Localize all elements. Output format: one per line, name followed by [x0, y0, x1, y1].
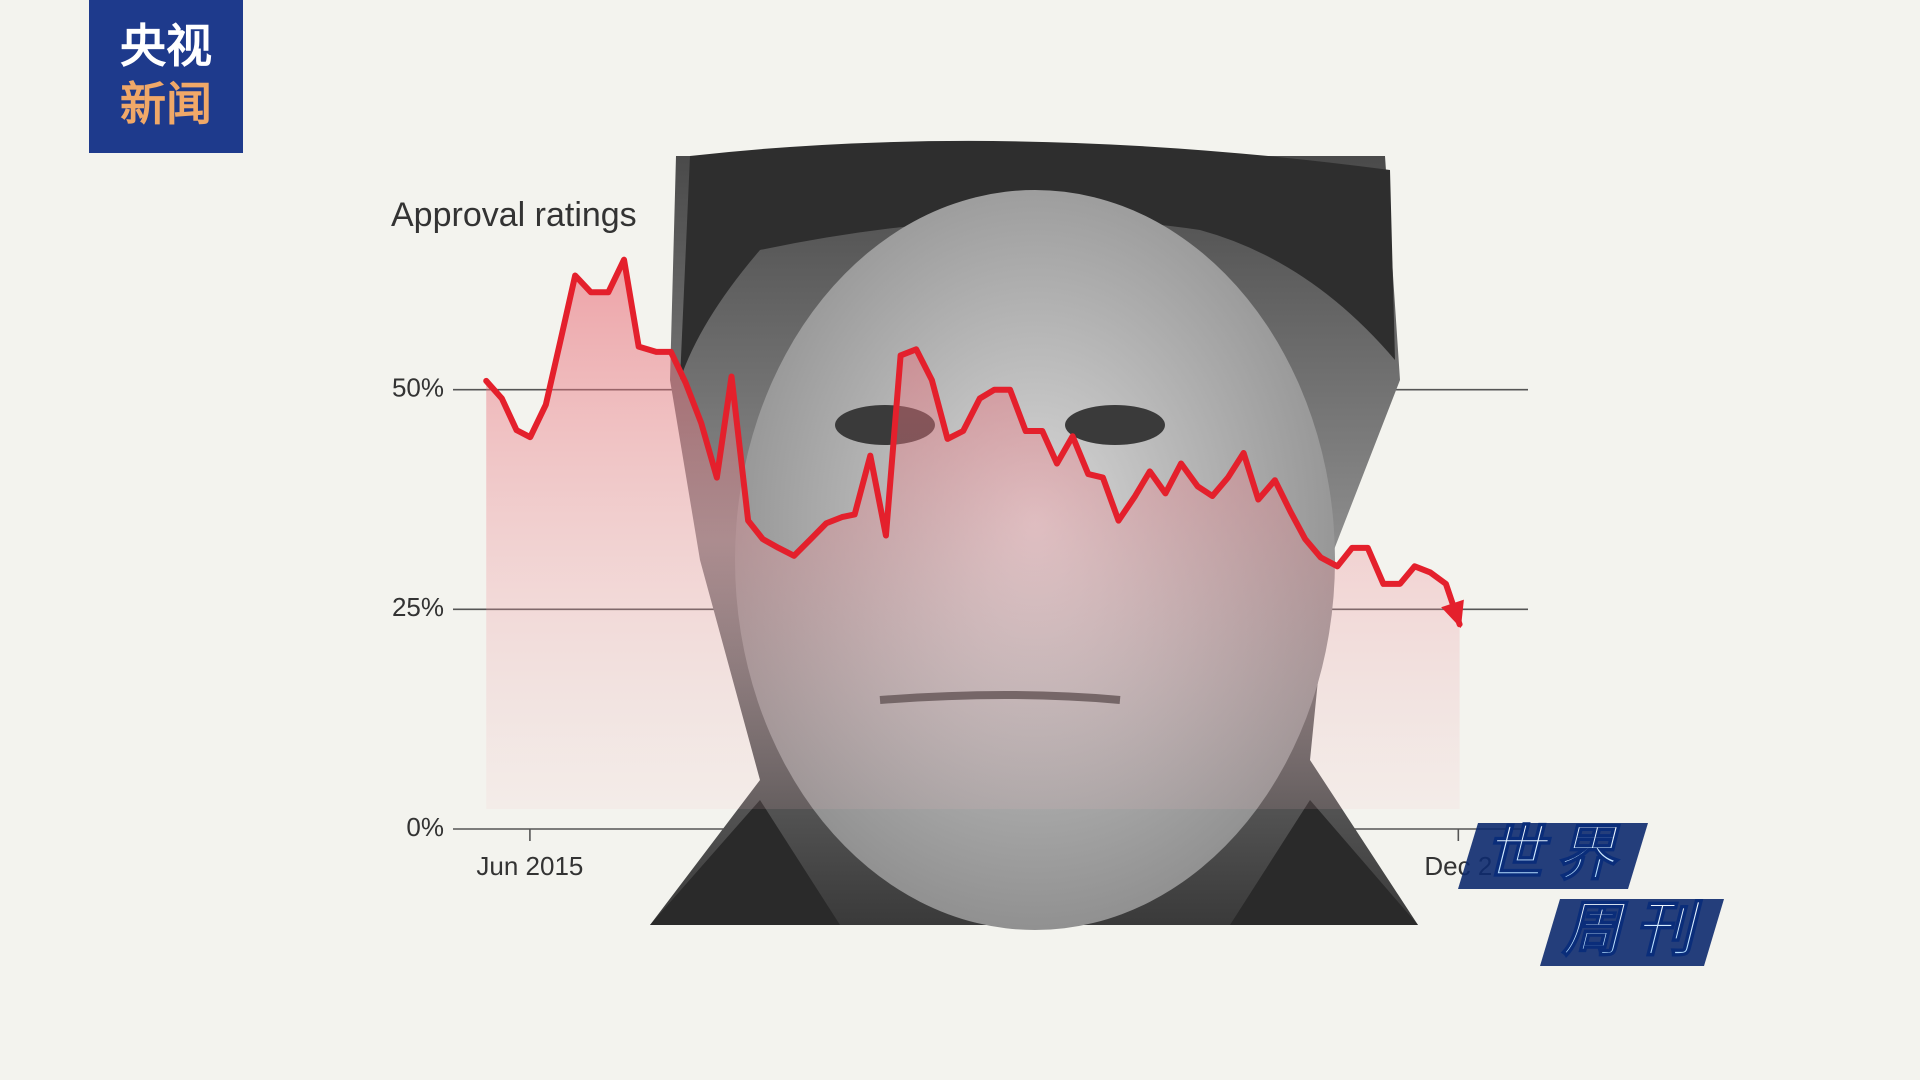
y-tick-label: 0% — [406, 812, 444, 842]
program-logo-text: 周刊 — [1561, 896, 1706, 963]
program-logo-plate — [1458, 823, 1648, 889]
hair — [680, 140, 1395, 380]
y-tick-label: 25% — [392, 592, 444, 622]
eye — [1065, 405, 1165, 445]
x-tick-label: Jun 2015 — [476, 851, 583, 881]
y-tick-label: 50% — [392, 373, 444, 403]
scarf — [650, 800, 1418, 925]
program-logo-plate — [1540, 899, 1724, 966]
data-layer — [483, 256, 1464, 810]
approval-line — [483, 256, 1463, 628]
logos: 央视 新闻 世界 周刊 — [89, 0, 1724, 966]
broadcaster-logo-box — [89, 0, 243, 153]
program-logo-text: 世界 — [1484, 820, 1628, 887]
arrow-head — [1441, 599, 1464, 629]
chart-title: Approval ratings — [391, 196, 637, 234]
broadcaster-logo-text: 央视 — [120, 20, 212, 72]
broadcaster-logo-text: 新闻 — [120, 78, 212, 130]
